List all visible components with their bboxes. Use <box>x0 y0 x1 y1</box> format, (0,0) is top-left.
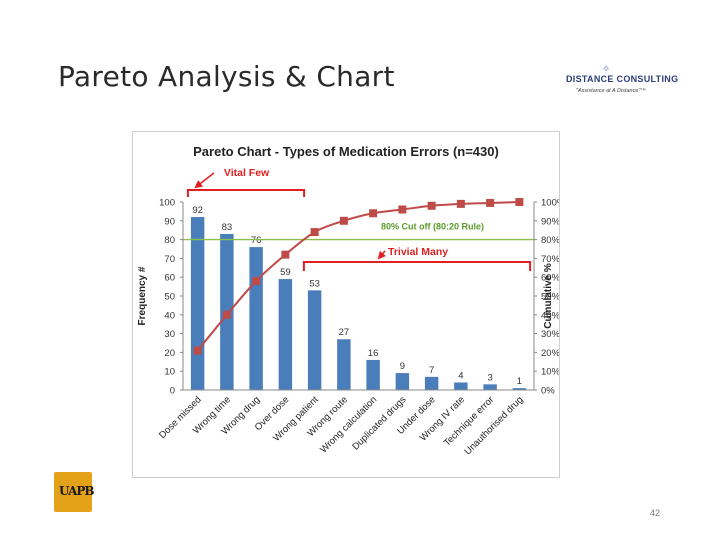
y2-tick-label: 100% <box>541 198 559 209</box>
bar-9 <box>454 382 468 390</box>
bar-4 <box>307 290 322 390</box>
y2-tick-label: 70% <box>541 254 559 265</box>
cumulative-point-0 <box>193 346 202 355</box>
chart-title: Pareto Chart - Types of Medication Error… <box>193 144 499 159</box>
bar-value-label: 59 <box>280 267 291 278</box>
slide-title: Pareto Analysis & Chart <box>58 60 395 93</box>
y-tick-label: 80 <box>164 235 175 246</box>
bar-value-label: 53 <box>309 278 320 289</box>
bar-value-label: 3 <box>487 372 492 383</box>
cumulative-point-3 <box>281 250 290 259</box>
bar-value-label: 1 <box>517 376 522 387</box>
y2-tick-label: 60% <box>541 273 559 284</box>
y2-tick-label: 0% <box>541 386 555 397</box>
y-tick-label: 40 <box>164 310 175 321</box>
distance-consulting-logo: ✧ DISTANCE CONSULTING "Assistance at A D… <box>566 64 679 100</box>
logo-name: DISTANCE CONSULTING <box>566 74 679 84</box>
bar-0 <box>190 217 205 390</box>
page-number: 42 <box>650 508 661 518</box>
bar-value-label: 4 <box>458 370 463 381</box>
bar-value-label: 27 <box>339 327 350 338</box>
pareto-chart: Pareto Chart - Types of Medication Error… <box>132 131 560 478</box>
cutoff-label: 80% Cut off (80:20 Rule) <box>381 222 484 232</box>
y2-tick-label: 50% <box>541 292 559 303</box>
trivial-many-label: Trivial Many <box>388 246 448 258</box>
bar-7 <box>395 373 410 390</box>
cumulative-point-6 <box>369 209 378 218</box>
y-tick-label: 50 <box>164 292 175 303</box>
bar-value-label: 9 <box>400 361 405 372</box>
cumulative-point-7 <box>398 205 407 214</box>
cumulative-point-4 <box>310 228 319 237</box>
y2-tick-label: 80% <box>541 235 559 246</box>
bar-10 <box>483 384 497 390</box>
y-tick-label: 60 <box>164 273 175 284</box>
vital-few-label: Vital Few <box>224 167 270 179</box>
cumulative-point-1 <box>222 310 231 319</box>
y-tick-label: 70 <box>164 254 175 265</box>
bar-value-label: 92 <box>192 205 203 216</box>
y2-tick-label: 40% <box>541 310 559 321</box>
cumulative-point-2 <box>252 276 261 285</box>
bar-6 <box>366 359 380 390</box>
y2-tick-label: 30% <box>541 329 559 340</box>
y2-tick-label: 90% <box>541 216 559 227</box>
trivial-many-arrow <box>377 250 386 260</box>
bar-3 <box>278 279 293 390</box>
cumulative-point-8 <box>427 201 436 210</box>
cumulative-point-11 <box>515 198 524 206</box>
cumulative-point-5 <box>339 216 348 225</box>
y-tick-label: 90 <box>164 216 175 227</box>
pareto-chart-svg: Pareto Chart - Types of Medication Error… <box>137 144 559 457</box>
vital-few-bracket <box>186 189 306 197</box>
y2-tick-label: 20% <box>541 348 559 359</box>
vital-few-arrow <box>194 172 215 189</box>
y-tick-label: 10 <box>164 367 175 378</box>
cumulative-point-10 <box>486 198 495 207</box>
star-icon: ✧ <box>602 64 611 75</box>
y-tick-label: 20 <box>164 348 175 359</box>
bar-2 <box>249 247 263 390</box>
y-tick-label: 0 <box>170 386 175 397</box>
bar-value-label: 76 <box>251 235 262 246</box>
bar-value-label: 7 <box>429 365 434 376</box>
bar-value-label: 16 <box>368 348 379 359</box>
cumulative-point-9 <box>456 199 465 208</box>
bar-5 <box>337 339 351 390</box>
trivial-many-bracket <box>302 261 532 271</box>
y-tick-label: 30 <box>164 329 175 340</box>
bar-11 <box>512 388 527 390</box>
logo-tagline: "Assistance at A Distance"™ <box>576 88 646 94</box>
bar-8 <box>424 376 439 390</box>
y-axis-title: Frequency # <box>137 266 148 325</box>
bar-value-label: 83 <box>222 222 233 233</box>
y-tick-label: 100 <box>159 198 175 209</box>
y2-tick-label: 10% <box>541 367 559 378</box>
uapb-logo-text: UAPB <box>59 484 95 498</box>
y2-axis-title: Cumulative % <box>543 263 554 329</box>
uapb-logo: UAPB <box>54 472 95 512</box>
